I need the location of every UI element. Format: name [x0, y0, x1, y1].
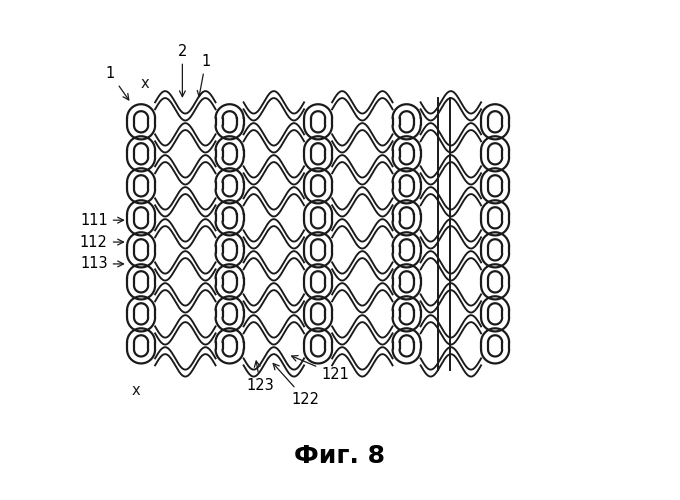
Text: 1: 1 — [105, 66, 129, 100]
Text: 123: 123 — [247, 361, 274, 392]
Text: Фиг. 8: Фиг. 8 — [294, 444, 386, 468]
Text: x: x — [132, 382, 141, 398]
Text: 112: 112 — [80, 234, 124, 250]
Text: 121: 121 — [292, 356, 349, 382]
Text: 2: 2 — [177, 44, 187, 96]
Text: x: x — [141, 76, 150, 91]
Text: 113: 113 — [80, 256, 124, 272]
Text: 1: 1 — [197, 54, 210, 96]
Text: 111: 111 — [80, 212, 124, 228]
Text: 122: 122 — [273, 364, 319, 406]
